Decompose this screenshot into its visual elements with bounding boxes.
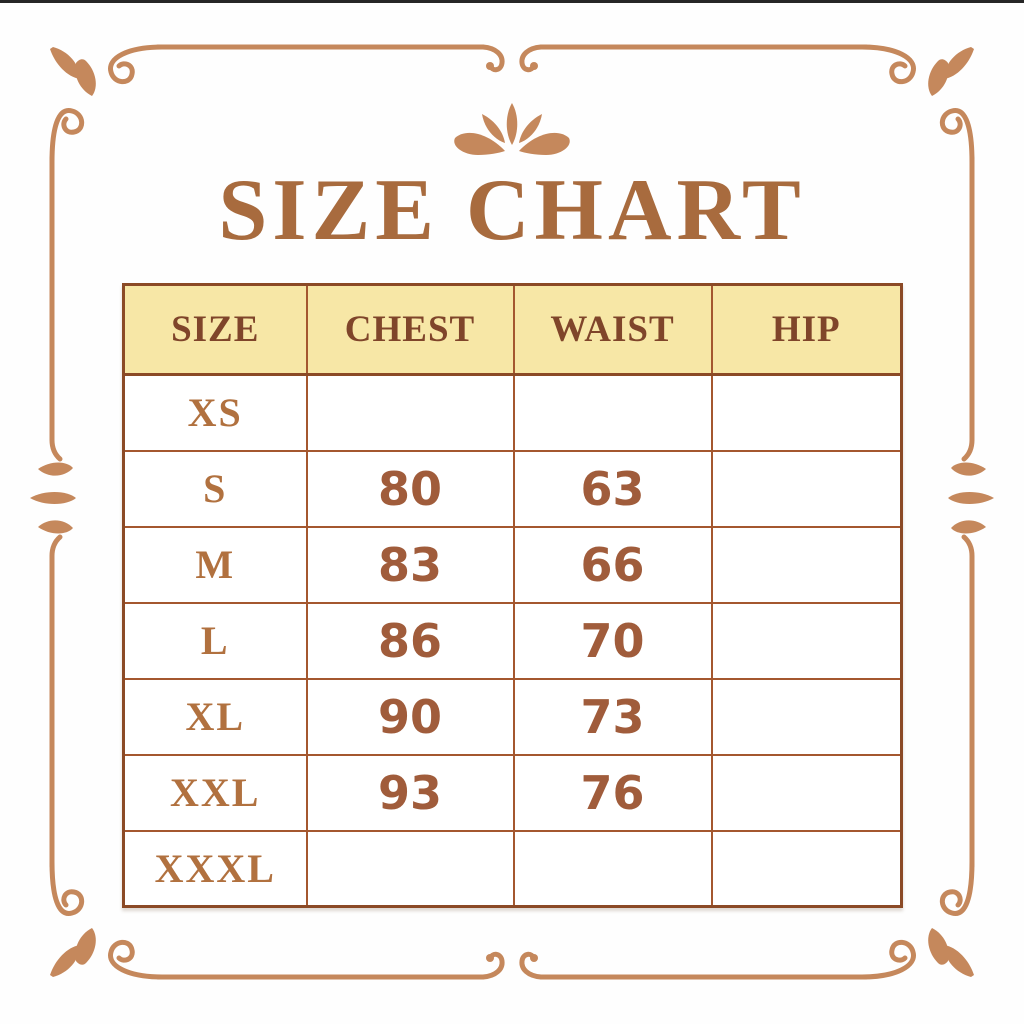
chest-value-cell: 86 bbox=[305, 601, 515, 680]
hip-value-cell bbox=[710, 829, 903, 908]
waist-value-cell bbox=[512, 373, 713, 452]
hip-value-cell bbox=[710, 601, 903, 680]
table-row: L 86 70 bbox=[122, 601, 903, 680]
hip-value-cell bbox=[710, 373, 903, 452]
hip-value-cell bbox=[710, 449, 903, 528]
chest-value-cell: 83 bbox=[305, 525, 515, 604]
size-cell: XL bbox=[122, 677, 308, 756]
table-row: XXXL bbox=[122, 829, 903, 908]
size-cell: L bbox=[122, 601, 308, 680]
top-edge-artifact bbox=[0, 0, 1024, 3]
waist-value-cell: 66 bbox=[512, 525, 713, 604]
chest-value-cell bbox=[305, 829, 515, 908]
size-cell: M bbox=[122, 525, 308, 604]
frame-left-line bbox=[49, 155, 63, 869]
bottom-center-curls-icon bbox=[483, 954, 541, 977]
header-cell-size: SIZE bbox=[122, 283, 308, 376]
header-cell-hip: HIP bbox=[710, 283, 903, 376]
table-row: XXL 93 76 bbox=[122, 753, 903, 832]
waist-value-cell: 70 bbox=[512, 601, 713, 680]
chest-value-cell bbox=[305, 373, 515, 452]
size-chart-table: SIZE CHEST WAIST HIP XS S 80 63 M 83 bbox=[122, 283, 903, 908]
hip-value-cell bbox=[710, 753, 903, 832]
header-cell-chest: CHEST bbox=[305, 283, 515, 376]
chest-value-cell: 93 bbox=[305, 753, 515, 832]
page-title: SIZE CHART bbox=[218, 162, 806, 259]
corner-flourish-top-left-icon bbox=[50, 47, 162, 162]
right-side-fleuron-icon bbox=[948, 462, 994, 534]
table-row: M 83 66 bbox=[122, 525, 903, 604]
size-cell: S bbox=[122, 449, 308, 528]
hip-value-cell bbox=[710, 677, 903, 756]
size-cell: XXXL bbox=[122, 829, 308, 908]
title-fleuron-icon bbox=[454, 103, 570, 155]
chest-value-cell: 80 bbox=[305, 449, 515, 528]
chest-value-cell: 90 bbox=[305, 677, 515, 756]
waist-value-cell bbox=[512, 829, 713, 908]
size-cell: XS bbox=[122, 373, 308, 452]
waist-value-cell: 63 bbox=[512, 449, 713, 528]
left-side-fleuron-icon bbox=[30, 462, 76, 534]
waist-value-cell: 76 bbox=[512, 753, 713, 832]
table-row: XL 90 73 bbox=[122, 677, 903, 756]
header-cell-waist: WAIST bbox=[512, 283, 713, 376]
frame-right-line bbox=[961, 155, 975, 869]
waist-value-cell: 73 bbox=[512, 677, 713, 756]
table-row: XS bbox=[122, 373, 903, 452]
top-center-curls-icon bbox=[483, 47, 541, 70]
table-row: S 80 63 bbox=[122, 449, 903, 528]
size-cell: XXL bbox=[122, 753, 308, 832]
header-row: SIZE CHEST WAIST HIP bbox=[122, 283, 903, 376]
hip-value-cell bbox=[710, 525, 903, 604]
corner-flourish-top-right-icon bbox=[862, 47, 974, 162]
